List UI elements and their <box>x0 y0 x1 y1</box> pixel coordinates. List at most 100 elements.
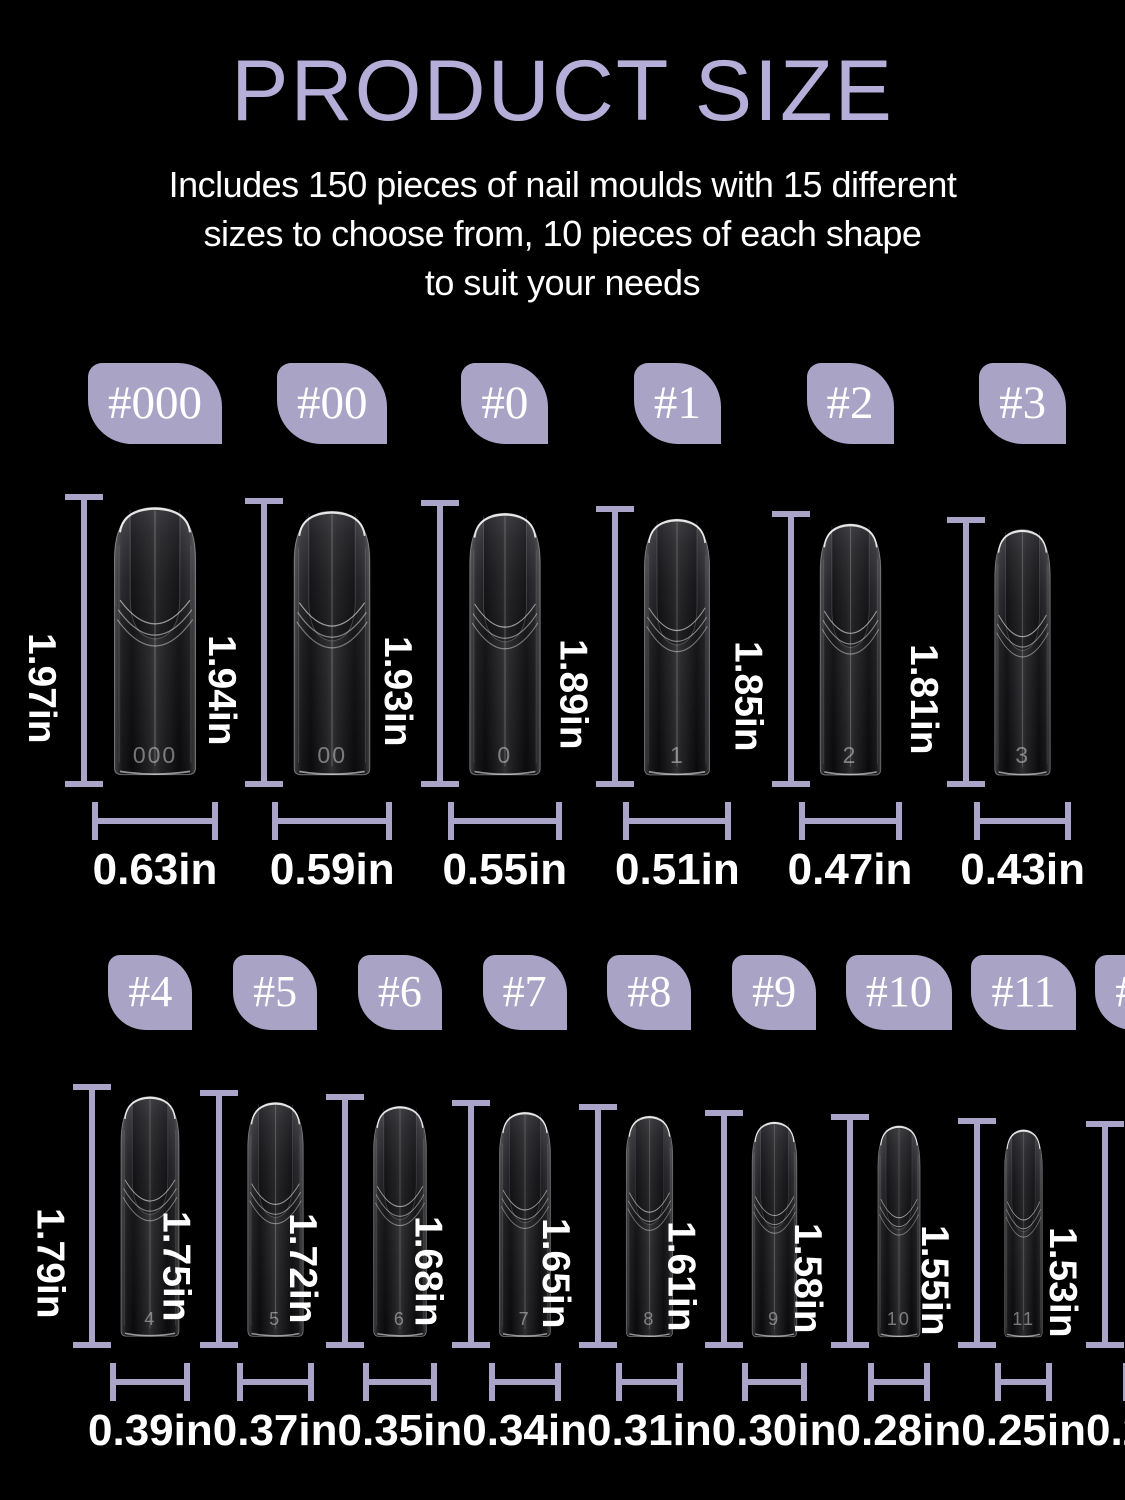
nail-number: 5 <box>269 1308 282 1329</box>
description: Includes 150 pieces of nail moulds with … <box>0 160 1125 307</box>
measure-cap-top <box>771 510 810 517</box>
size-item-3: #3 3 1.81in <box>902 363 1085 895</box>
nail-mould: 000 1.97in <box>20 493 201 787</box>
height-label: 1.93in <box>375 635 419 747</box>
size-item-1: #1 1 1.89in <box>551 363 740 895</box>
size-badge-label: #0 <box>481 377 529 429</box>
nail-graphic <box>114 506 196 775</box>
measure-cap-right <box>555 801 562 840</box>
measure-cap-bottom <box>245 780 284 787</box>
measure-line-horizontal <box>110 1378 191 1385</box>
width-label: 0.31in <box>587 1405 712 1455</box>
height-measure: 1.79in <box>27 1083 112 1348</box>
width-measure <box>1122 1362 1125 1401</box>
width-label: 0.30in <box>711 1405 837 1455</box>
height-measure: 1.94in <box>199 497 284 787</box>
size-item-12: #12 12 1.53in <box>1041 954 1125 1456</box>
size-item-0: #0 0 1.93in <box>376 363 567 895</box>
nail-graphic <box>373 1105 427 1337</box>
nail-graphic <box>121 1095 180 1337</box>
vertical-measure-line <box>420 499 459 787</box>
size-badge: #11 <box>971 954 1076 1030</box>
measure-cap-top <box>578 1103 617 1110</box>
width-measure <box>488 1362 561 1401</box>
measure-cap-bottom <box>704 1341 743 1348</box>
measure-line <box>974 1123 981 1342</box>
size-badge: #0 <box>461 363 549 444</box>
measure-line-horizontal <box>447 817 562 824</box>
height-measure: 1.93in <box>375 499 459 787</box>
width-label: 0.63in <box>92 844 218 894</box>
width-measure <box>236 1362 314 1401</box>
nail-figure: 2 1.85in <box>727 488 885 787</box>
nail-graphic <box>247 1101 304 1337</box>
width-measure <box>741 1362 807 1401</box>
measure-cap-bottom <box>199 1341 238 1348</box>
measure-cap-right <box>1065 801 1072 840</box>
width-measure <box>362 1362 437 1401</box>
nail-mould: 0 1.93in <box>376 499 545 787</box>
measure-line-horizontal <box>236 1378 314 1385</box>
width-measure <box>110 1362 191 1401</box>
measure-line <box>467 1105 474 1342</box>
size-badge-label: #11 <box>991 966 1056 1016</box>
height-measure: 1.65in <box>533 1103 617 1348</box>
nail-figure: 9 1.61in <box>660 1078 800 1348</box>
nail-mould: 6 1.72in <box>281 1093 430 1348</box>
height-measure: 1.85in <box>726 510 810 787</box>
header: PRODUCT SIZE Includes 150 pieces of nail… <box>0 0 1125 307</box>
measure-cap-bottom <box>947 780 986 787</box>
nail-number: 11 <box>1012 1308 1035 1329</box>
size-item-5: #5 5 1.75in <box>155 954 338 1456</box>
nail-number: 9 <box>768 1308 781 1329</box>
size-badge: #12 <box>1095 954 1125 1030</box>
measure-line-horizontal <box>995 1378 1053 1385</box>
height-measure: 1.61in <box>659 1109 743 1348</box>
nail-figure: 00 1.94in <box>200 488 375 787</box>
height-label: 1.81in <box>902 644 946 756</box>
size-item-2: #2 2 1.85in <box>727 363 912 895</box>
measure-line <box>594 1109 601 1342</box>
height-measure: 1.68in <box>406 1099 490 1348</box>
measure-line-horizontal <box>623 817 732 824</box>
measure-cap-bottom <box>578 1341 617 1348</box>
size-row-2: #4 4 1.79in <box>0 954 1125 1456</box>
width-measure <box>272 801 393 840</box>
height-measure: 1.89in <box>550 505 635 787</box>
measure-cap-top <box>596 505 635 512</box>
height-measure: 1.75in <box>154 1089 238 1348</box>
height-label: 1.94in <box>200 634 244 746</box>
width-measure <box>623 801 732 840</box>
measure-cap-right <box>725 801 732 840</box>
height-label: 1.65in <box>533 1218 577 1329</box>
nail-figure: 5 1.75in <box>155 1078 307 1348</box>
measure-line-horizontal <box>362 1378 437 1385</box>
measure-line-horizontal <box>867 1378 930 1385</box>
measure-line <box>436 505 443 781</box>
width-label: 0.28in <box>836 1405 962 1455</box>
size-badge: #3 <box>979 363 1067 444</box>
width-measure <box>974 801 1072 840</box>
measure-cap-bottom <box>420 780 459 787</box>
page-title: PRODUCT SIZE <box>231 43 894 139</box>
height-label: 1.89in <box>551 638 595 750</box>
size-badge: #2 <box>806 363 894 444</box>
measure-cap-top <box>947 516 986 523</box>
nail-number: 1 <box>670 741 685 768</box>
measure-cap-top <box>1085 1120 1124 1127</box>
size-badge-label: #8 <box>627 966 672 1016</box>
width-measure <box>615 1362 683 1401</box>
vertical-measure-line <box>771 510 810 787</box>
width-label: 0.59in <box>269 844 395 894</box>
nail-figure: 6 1.72in <box>281 1078 430 1348</box>
measure-line <box>81 499 87 781</box>
measure-line-horizontal <box>488 1378 561 1385</box>
vertical-measure-line <box>578 1103 617 1348</box>
measure-cap-right <box>307 1362 314 1401</box>
description-line-2: sizes to choose from, 10 pieces of each … <box>203 213 922 254</box>
size-badge-label: #2 <box>826 377 874 429</box>
measure-cap-top <box>704 1109 743 1116</box>
size-badge-label: #000 <box>108 377 202 429</box>
measure-cap-bottom <box>1085 1341 1124 1348</box>
nail-figure: 0 1.93in <box>376 488 545 787</box>
